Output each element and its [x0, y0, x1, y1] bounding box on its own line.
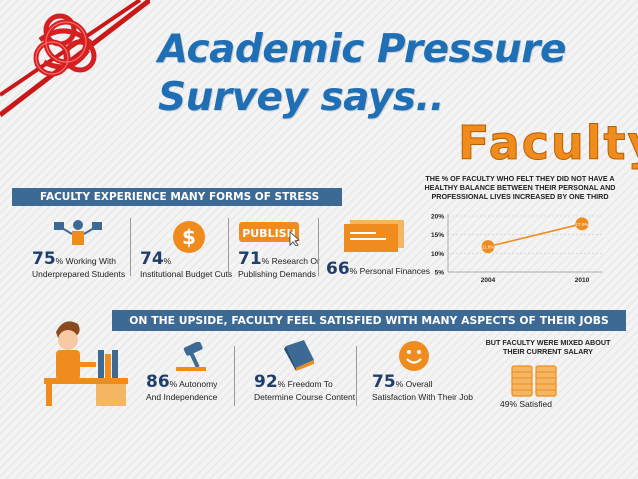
y-tick-label: 10%	[431, 251, 444, 258]
y-tick-label: 15%	[431, 232, 444, 239]
upside-suffix-1: % Autonomy	[169, 379, 218, 389]
divider	[234, 346, 235, 406]
stress-suffix-2: %	[163, 256, 172, 266]
stress-pct-2: 74	[140, 249, 164, 269]
data-point	[481, 240, 495, 254]
upside-banner: ON THE UPSIDE, FACULTY FEEL SATISFIED WI…	[112, 310, 626, 331]
stress-label-2: Institutional Budget Cuts	[140, 268, 233, 279]
salary-title: BUT FACULTY WERE MIXED ABOUT THEIR CURRE…	[485, 338, 611, 356]
upside-suffix-3: % Overall	[395, 379, 433, 389]
stress-stat-1: 75% Working With Underprepared Students	[32, 249, 126, 279]
upside-pct-3: 75	[372, 372, 396, 392]
faculty-subtitle: Faculty	[458, 116, 638, 170]
infographic: FACULTY EXPERIENCE MANY FORMS OF STRESS …	[12, 170, 626, 422]
upside-stat-2: 92% Freedom To Determine Course Content	[254, 372, 356, 402]
y-tick-label: 5%	[435, 270, 445, 277]
svg-text:$: $	[182, 225, 196, 249]
stress-label-1: Underprepared Students	[32, 268, 126, 279]
book-icon	[284, 340, 314, 371]
check-icon	[344, 220, 404, 252]
upside-label-2: Determine Course Content	[254, 391, 356, 402]
stress-pct-4: 66	[326, 259, 350, 279]
stress-suffix-3: % Research Or	[261, 256, 320, 266]
upside-stat-1: 86% Autonomy And Independence	[146, 372, 218, 402]
professor-desk-illustration	[44, 321, 128, 406]
upside-suffix-2: % Freedom To	[277, 379, 333, 389]
salary-label: 49% Satisfied	[500, 399, 552, 409]
divider	[356, 346, 357, 406]
data-label: 11.8%	[482, 245, 494, 250]
series-line	[487, 223, 583, 248]
stress-pct-3: 71	[238, 249, 262, 269]
upside-pct-2: 92	[254, 372, 278, 392]
stress-suffix-1: % Working With	[55, 256, 116, 266]
divider	[318, 218, 319, 276]
upside-label-1: And Independence	[146, 391, 218, 402]
y-tick-label: 20%	[431, 214, 444, 221]
publish-text: PUBLISH	[242, 227, 296, 240]
balance-chart-title: THE % OF FACULTY WHO FELT THEY DID NOT H…	[424, 174, 616, 201]
upside-label-3: Satisfaction With Their Job	[372, 391, 473, 402]
upside-pct-1: 86	[146, 372, 170, 392]
dollar-coin-icon: $	[173, 221, 205, 253]
x-tick-label: 2004	[481, 277, 496, 284]
rope-knot-image	[0, 0, 150, 117]
stress-banner: FACULTY EXPERIENCE MANY FORMS OF STRESS	[12, 188, 342, 206]
stress-suffix-4: % Personal Finances	[349, 266, 430, 276]
smiley-icon	[399, 341, 429, 371]
stress-stat-2: 74% Institutional Budget Cuts	[140, 249, 233, 279]
gavel-icon	[176, 342, 206, 371]
stress-label-3: Publishing Demands	[238, 268, 316, 279]
stress-stat-4: 66% Personal Finances	[326, 259, 430, 280]
publish-button-icon: PUBLISH	[239, 222, 300, 246]
coin-stack-icon	[511, 365, 557, 397]
title-line-1: Academic Pressure	[158, 27, 566, 72]
balance-line-chart: 20% 15% 10% 5% 11.8% 2004 17.9% 2010	[431, 214, 602, 284]
data-label: 17.9%	[576, 222, 589, 227]
stress-stat-3: 71% Research Or Publishing Demands	[238, 249, 320, 279]
juggling-person-icon	[54, 220, 102, 245]
divider	[130, 218, 131, 276]
data-point	[575, 217, 589, 231]
stress-pct-1: 75	[32, 249, 56, 269]
upside-stat-3: 75% Overall Satisfaction With Their Job	[372, 372, 473, 402]
divider	[228, 218, 229, 276]
title-line-2: Survey says..	[158, 75, 445, 120]
x-tick-label: 2010	[575, 277, 590, 284]
